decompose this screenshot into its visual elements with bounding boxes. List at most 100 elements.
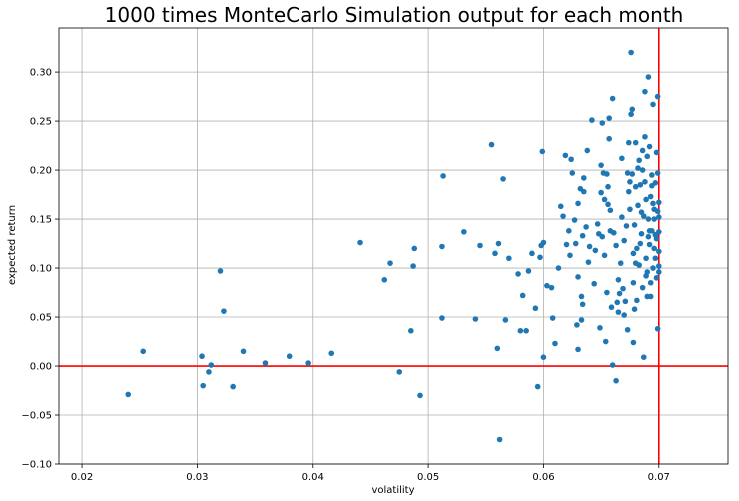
data-point (643, 255, 649, 262)
data-point (629, 171, 636, 177)
data-point (439, 315, 445, 321)
x-tick-label: 0.03 (186, 472, 208, 483)
y-axis-label: expected return (7, 205, 18, 285)
data-point (637, 240, 644, 247)
data-point (496, 436, 503, 443)
data-point (605, 201, 611, 208)
data-point (286, 353, 293, 360)
data-point (439, 243, 445, 250)
data-point (566, 228, 572, 234)
data-point (627, 206, 633, 213)
data-point (655, 199, 662, 206)
data-point (408, 327, 414, 334)
data-point (613, 377, 619, 384)
data-point (631, 222, 638, 228)
reference-lines (59, 28, 728, 464)
data-point (571, 217, 578, 223)
data-point (624, 170, 631, 176)
data-point (654, 93, 661, 100)
data-point (650, 265, 656, 271)
data-point (646, 143, 653, 150)
data-point (411, 245, 418, 252)
data-point (208, 362, 215, 368)
data-point (636, 262, 642, 268)
data-point (477, 242, 483, 249)
data-point (585, 259, 592, 265)
data-point (583, 224, 589, 230)
data-point (632, 139, 639, 146)
data-point (537, 254, 543, 261)
y-tick-label: 0.10 (30, 264, 52, 275)
data-point (630, 250, 637, 257)
data-point (634, 297, 640, 304)
chart-title: 1000 times MonteCarlo Simulation output … (105, 3, 684, 27)
data-point (634, 245, 640, 252)
data-point (650, 101, 656, 108)
data-point (643, 196, 649, 203)
data-point (568, 156, 574, 163)
data-point (630, 279, 637, 286)
data-point (626, 139, 632, 146)
data-point (649, 172, 655, 178)
data-point (572, 240, 579, 247)
data-point (410, 263, 416, 269)
data-point (651, 216, 657, 222)
data-point (645, 216, 652, 222)
data-point (525, 268, 532, 274)
data-point (199, 353, 205, 360)
data-point (635, 165, 641, 171)
data-point (578, 317, 585, 323)
data-point (581, 175, 587, 181)
data-point (598, 189, 604, 196)
data-point (567, 252, 573, 259)
axis-ticks: 0.02 0.03 0.04 0.05 0.06 0.07 −0.10 −0.05 0.00 0.… (21, 68, 670, 483)
data-point (540, 354, 547, 361)
data-point (650, 200, 656, 207)
data-point (548, 284, 555, 291)
data-point (569, 170, 576, 176)
data-point (647, 293, 654, 300)
data-point (627, 179, 633, 185)
data-point (523, 327, 529, 334)
data-point (575, 200, 581, 207)
data-point (638, 230, 645, 237)
data-point (492, 250, 498, 257)
data-point (621, 237, 627, 244)
data-point (654, 170, 661, 176)
data-point (230, 383, 236, 390)
data-point (655, 248, 662, 255)
data-point (381, 277, 388, 283)
data-point (579, 301, 586, 308)
data-point (606, 115, 612, 121)
data-point (609, 95, 616, 102)
data-point (624, 326, 631, 333)
data-point (461, 228, 467, 235)
data-point (649, 228, 655, 234)
data-point (640, 213, 647, 219)
data-point (617, 260, 624, 266)
data-point (652, 180, 659, 186)
data-point (642, 179, 648, 185)
data-point (619, 155, 625, 162)
data-point (472, 316, 479, 322)
data-point (654, 325, 661, 332)
data-point (387, 260, 393, 266)
data-point (621, 312, 627, 318)
data-point (647, 193, 654, 200)
data-point (629, 106, 636, 113)
data-point (417, 392, 423, 399)
y-tick-label: 0.20 (30, 166, 52, 177)
data-point (488, 141, 495, 148)
data-point (637, 181, 644, 188)
data-point (604, 171, 610, 177)
data-point (240, 348, 247, 355)
data-point (206, 369, 212, 375)
data-point (615, 309, 622, 315)
y-tick-label: 0.25 (30, 117, 52, 128)
x-axis-label: volatility (371, 485, 414, 496)
data-point (626, 188, 632, 195)
data-point (647, 279, 654, 286)
data-point (575, 346, 581, 353)
